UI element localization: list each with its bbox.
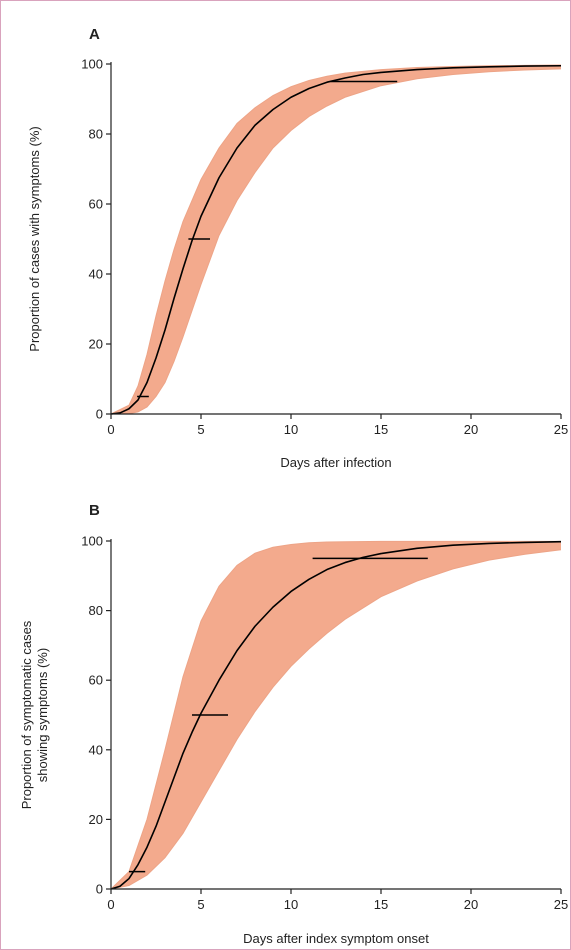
band-edge-lower — [110, 549, 562, 890]
y-tick-label: 40 — [89, 742, 103, 757]
panel-label: A — [89, 26, 100, 43]
x-tick-label: 20 — [464, 422, 478, 437]
x-tick-label: 25 — [554, 422, 568, 437]
x-tick-label: 0 — [107, 422, 114, 437]
x-tick-label: 20 — [464, 897, 478, 912]
chart-panel-a: 0 20 40 60 80 100 0 5 10 15 20 25 Days after infecti… — [27, 26, 568, 470]
y-tick-label: 100 — [81, 57, 103, 72]
y-tick-label: 60 — [89, 673, 103, 688]
panel-label: B — [89, 502, 100, 519]
x-tick-label: 10 — [284, 897, 298, 912]
y-axis-title-line: Proportion of cases with symptoms (%) — [27, 126, 42, 351]
uncertainty-band — [111, 541, 561, 889]
y-axis-title-line: showing symptoms (%) — [35, 648, 50, 782]
x-tick-label: 0 — [107, 897, 114, 912]
chart-panel-b: 0 20 40 60 80 100 0 5 10 15 20 25 Days after index s… — [19, 502, 568, 946]
y-tick-label: 100 — [81, 534, 103, 549]
y-tick-label: 40 — [89, 267, 103, 282]
y-tick-label: 80 — [89, 603, 103, 618]
x-tick-label: 25 — [554, 897, 568, 912]
y-tick-label: 20 — [89, 337, 103, 352]
x-tick-label: 5 — [197, 897, 204, 912]
band-edge-upper — [110, 540, 561, 890]
median-curve — [110, 64, 562, 415]
x-tick-label: 10 — [284, 422, 298, 437]
y-tick-label: 60 — [89, 197, 103, 212]
uncertainty-band — [111, 65, 561, 415]
band-edge-upper — [110, 64, 562, 415]
y-tick-label: 0 — [96, 407, 103, 422]
x-axis-title: Days after index symptom onset — [243, 931, 429, 946]
y-tick-label: 80 — [89, 127, 103, 142]
x-axis-title: Days after infection — [280, 455, 391, 470]
band-edge-lower — [110, 68, 562, 415]
y-tick-label: 20 — [89, 812, 103, 827]
x-tick-label: 5 — [197, 422, 204, 437]
y-axis-title-line: Proportion of symptomatic cases — [19, 620, 34, 809]
y-axis-title: Proportion of symptomatic casesshowing s… — [19, 620, 50, 809]
x-tick-label: 15 — [374, 422, 388, 437]
median-curve — [110, 540, 562, 890]
y-axis-title: Proportion of cases with symptoms (%) — [27, 126, 42, 351]
x-tick-label: 15 — [374, 897, 388, 912]
y-tick-label: 0 — [96, 882, 103, 897]
